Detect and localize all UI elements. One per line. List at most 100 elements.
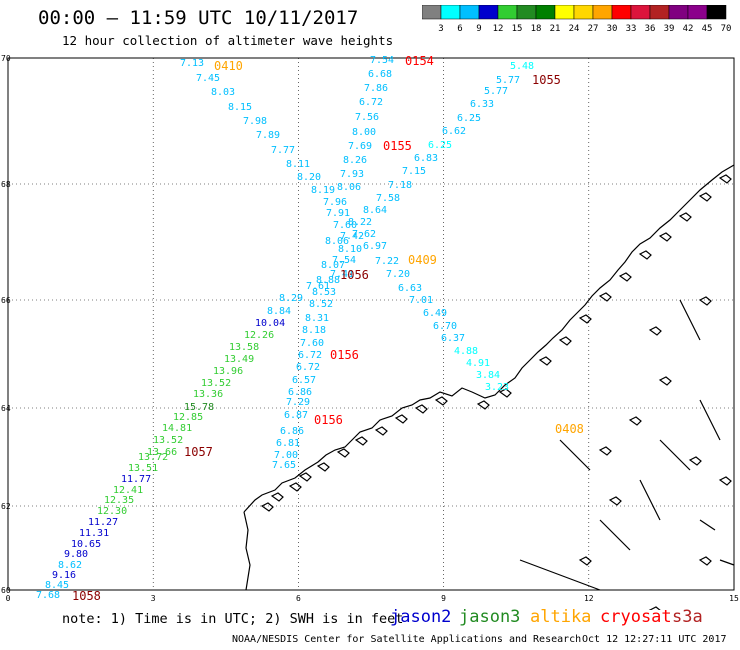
wave-height-label: 8.00 xyxy=(352,127,376,138)
wave-height-label: 3.84 xyxy=(476,370,500,381)
colorbar-label: 30 xyxy=(607,24,618,34)
colorbar-label: 24 xyxy=(569,24,580,34)
wave-height-label: 6.86 xyxy=(280,426,304,437)
island-outline xyxy=(578,556,592,566)
coastline-segment xyxy=(559,439,591,471)
colorbar-label: 9 xyxy=(476,24,481,34)
lat-tick-label: 60 xyxy=(1,586,11,595)
island-outline xyxy=(476,400,490,410)
wave-height-label: 12.26 xyxy=(244,330,274,341)
wave-height-label: 7.77 xyxy=(271,145,295,156)
wave-height-label: 8.06 xyxy=(325,236,349,247)
colorbar-label: 33 xyxy=(626,24,637,34)
wave-height-label: 5.48 xyxy=(510,61,534,72)
wave-height-label: 6.68 xyxy=(368,69,392,80)
satellite-legend-jason3: jason3 xyxy=(459,607,521,627)
lon-tick-label: 6 xyxy=(296,594,301,603)
island-outline xyxy=(578,314,592,324)
coastline-segment xyxy=(519,559,601,591)
pass-time-label: 1058 xyxy=(72,589,101,603)
wave-height-label: 6.97 xyxy=(363,241,387,252)
wave-height-label: 12.85 xyxy=(173,412,203,423)
wave-height-label: 8.11 xyxy=(286,159,310,170)
wave-height-label: 7.89 xyxy=(256,130,280,141)
pass-time-label: 1057 xyxy=(184,445,213,459)
island-outline xyxy=(718,174,732,184)
satellite-legend-jason2: jason2 xyxy=(390,607,452,627)
wave-height-label: 7.45 xyxy=(196,73,220,84)
wave-height-label: 7.54 xyxy=(332,255,356,266)
island-outline xyxy=(628,416,642,426)
wave-height-label: 7.29 xyxy=(286,397,310,408)
wave-height-label: 8.26 xyxy=(343,155,367,166)
pass-time-label: 0156 xyxy=(314,413,343,427)
lon-tick-label: 0 xyxy=(6,594,11,603)
satellite-legend-altika: altika xyxy=(530,607,592,627)
colorbar-label: 42 xyxy=(683,24,694,34)
wave-height-label: 6.72 xyxy=(296,362,320,373)
colorbar-label: 6 xyxy=(457,24,462,34)
lon-tick-label: 9 xyxy=(441,594,446,603)
wave-height-label: 13.58 xyxy=(229,342,259,353)
wave-height-label: 6.87 xyxy=(284,410,308,421)
wave-height-label: 6.33 xyxy=(470,99,494,110)
pass-time-label: 0155 xyxy=(383,139,412,153)
wave-height-label: 7.60 xyxy=(333,220,357,231)
island-outline xyxy=(648,326,662,336)
wave-height-label: 6.25 xyxy=(457,113,481,124)
colorbar-label: 36 xyxy=(645,24,656,34)
wave-height-labels: 7.13 7.45 8.03 8.15 7.98 7.89 7.77 8.11 8.20 8.19… xyxy=(36,55,534,601)
wave-height-label: 7.00 xyxy=(274,450,298,461)
wave-height-label: 8.53 xyxy=(312,287,336,298)
colorbar-swatch xyxy=(706,5,727,20)
lon-tick-label: 15 xyxy=(729,594,739,603)
colorbar-label: 70 xyxy=(721,24,732,34)
generated-timestamp: Oct 12 12:27:11 UTC 2017 xyxy=(582,634,727,645)
colorbar-label: 27 xyxy=(588,24,599,34)
island-outline xyxy=(298,472,312,482)
lat-tick-label: 62 xyxy=(1,502,11,511)
wave-height-label: 12.35 xyxy=(104,495,134,506)
wave-height-map: 7.13 7.45 8.03 8.15 7.98 7.89 7.77 8.11 8.20 8.19… xyxy=(1,54,739,610)
island-outline xyxy=(354,436,368,446)
colorbar-label: 18 xyxy=(531,24,542,34)
wave-height-label: 6.37 xyxy=(441,333,465,344)
wave-height-label: 6.57 xyxy=(292,375,316,386)
note-text: note: 1) Time is in UTC; 2) SWH is in fe… xyxy=(62,611,404,627)
wave-height-label: 6.25 xyxy=(428,140,452,151)
wave-height-label: 8.45 xyxy=(45,580,69,591)
wave-height-label: 8.20 xyxy=(297,172,321,183)
wave-height-label: 3.23 xyxy=(485,382,509,393)
colorbar-label: 45 xyxy=(702,24,713,34)
pass-time-label: 0409 xyxy=(408,253,437,267)
pass-time-label: 0154 xyxy=(405,54,434,68)
wave-height-label: 4.91 xyxy=(466,358,490,369)
wave-height-label: 8.52 xyxy=(309,299,333,310)
wave-height-label: 7.96 xyxy=(323,197,347,208)
island-outline xyxy=(316,462,330,472)
wave-height-label: 6.72 xyxy=(359,97,383,108)
coastline-segment xyxy=(243,511,251,591)
island-outline xyxy=(270,492,284,502)
wave-height-label: 15.78 xyxy=(184,402,214,413)
wave-height-label: 8.06 xyxy=(337,182,361,193)
wave-height-label: 7.93 xyxy=(340,169,364,180)
lat-tick-label: 70 xyxy=(1,54,11,63)
wave-height-label: 7.68 xyxy=(36,590,60,601)
wave-height-label: 8.29 xyxy=(279,293,303,304)
wave-height-label: 7.98 xyxy=(243,116,267,127)
colorbar-label: 3 xyxy=(438,24,443,34)
island-outline xyxy=(394,414,408,424)
wave-height-label: 6.70 xyxy=(433,321,457,332)
wave-height-label: 6.86 xyxy=(288,387,312,398)
satellite-legend-cryosat: cryosat xyxy=(600,607,672,627)
island-outline xyxy=(698,192,712,202)
wave-height-label: 7.01 xyxy=(409,295,433,306)
island-outline xyxy=(638,250,652,260)
wave-height-label: 4.88 xyxy=(454,346,478,357)
wave-height-label: 6.83 xyxy=(414,153,438,164)
island-outline xyxy=(618,272,632,282)
lat-tick-label: 66 xyxy=(1,296,11,305)
colorbar-label: 12 xyxy=(493,24,504,34)
lon-tick-label: 12 xyxy=(584,594,594,603)
